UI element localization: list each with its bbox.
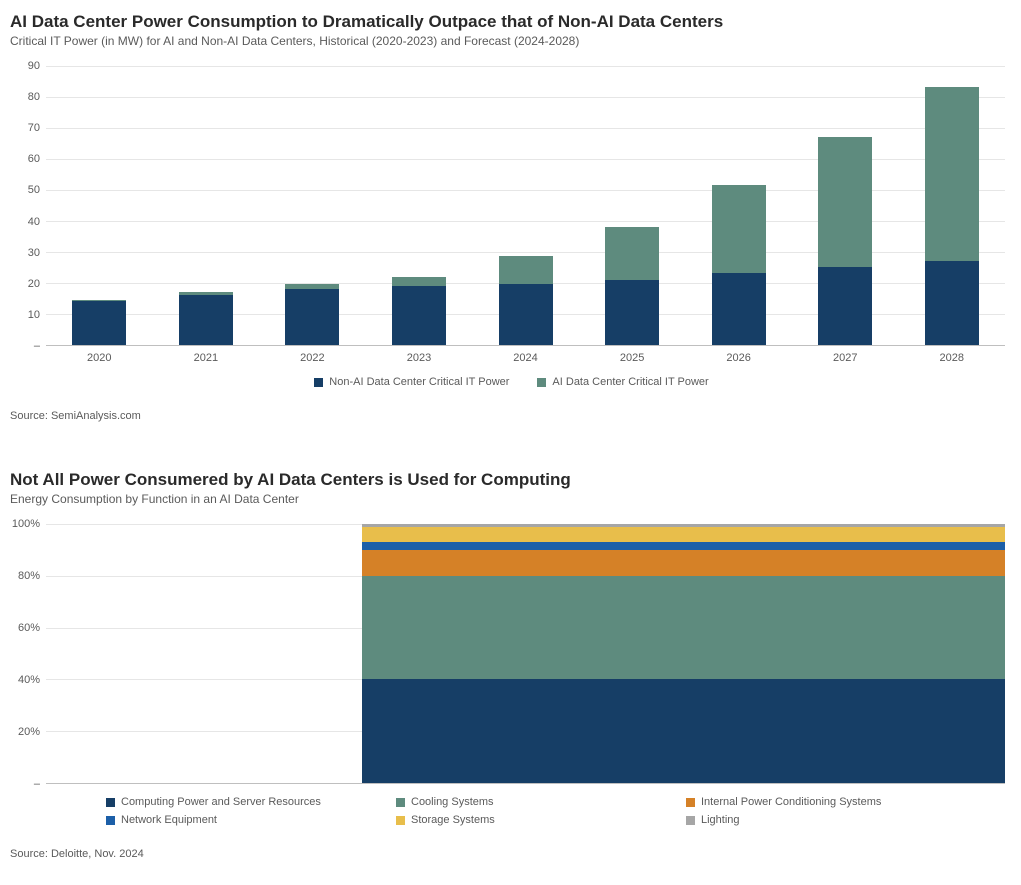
chart-1-bar-segment — [925, 261, 979, 345]
chart-1-plot-area — [46, 66, 1005, 346]
chart-1-subtitle: Critical IT Power (in MW) for AI and Non… — [10, 34, 1005, 48]
legend-swatch-icon — [537, 378, 546, 387]
chart-2-legend-item: Cooling Systems — [396, 796, 686, 808]
chart-1-x-tick: 2026 — [685, 346, 792, 364]
legend-swatch-icon — [396, 816, 405, 825]
chart-1-title: AI Data Center Power Consumption to Dram… — [10, 12, 1005, 32]
chart-2-source: Source: Deloitte, Nov. 2024 — [10, 848, 1005, 860]
chart-1-x-tick: 2021 — [153, 346, 260, 364]
chart-1-x-tick: 2028 — [899, 346, 1006, 364]
legend-label: Computing Power and Server Resources — [121, 796, 321, 808]
chart-1-bar-segment — [925, 87, 979, 261]
chart-1-bar — [179, 292, 233, 345]
chart-1-x-tick: 2024 — [472, 346, 579, 364]
chart-1-bar-segment — [285, 289, 339, 345]
chart-1-legend-item: Non-AI Data Center Critical IT Power — [314, 376, 509, 388]
legend-label: AI Data Center Critical IT Power — [552, 376, 708, 388]
chart-1-bar-segment — [605, 227, 659, 280]
chart-2-legend: Computing Power and Server Resources Cool… — [46, 796, 1005, 832]
legend-swatch-icon — [106, 816, 115, 825]
legend-swatch-icon — [686, 816, 695, 825]
chart-1-x-tick: 2020 — [46, 346, 153, 364]
chart-1-bar-segment — [499, 284, 553, 345]
chart-2-bar-segment — [362, 550, 1005, 576]
chart-1-bar-segment — [392, 286, 446, 345]
chart-1-x-tick: 2023 — [366, 346, 473, 364]
chart-1-bar — [285, 284, 339, 345]
chart-2-legend-item: Computing Power and Server Resources — [106, 796, 396, 808]
chart-1-bar-slot — [366, 66, 473, 345]
chart-1-bar-slot — [685, 66, 792, 345]
chart-1: AI Data Center Power Consumption to Dram… — [10, 12, 1005, 422]
chart-1-legend: Non-AI Data Center Critical IT Power AI D… — [46, 376, 1005, 394]
chart-1-bar-slot — [899, 66, 1006, 345]
legend-label: Cooling Systems — [411, 796, 494, 808]
chart-2-bar-segment — [362, 527, 1005, 543]
chart-1-bar-slot — [472, 66, 579, 345]
chart-2-stacked-bar — [362, 524, 1005, 783]
legend-swatch-icon — [106, 798, 115, 807]
chart-1-bar-slot — [579, 66, 686, 345]
chart-2-y-axis: –20%40%60%80%100% — [10, 524, 46, 784]
legend-swatch-icon — [686, 798, 695, 807]
chart-1-bar-slot — [792, 66, 899, 345]
legend-swatch-icon — [314, 378, 323, 387]
chart-2-title: Not All Power Consumered by AI Data Cent… — [10, 470, 1005, 490]
chart-1-bar-segment — [818, 137, 872, 268]
chart-1-source: Source: SemiAnalysis.com — [10, 410, 1005, 422]
chart-1-bar-slot — [259, 66, 366, 345]
chart-2-legend-item: Lighting — [686, 814, 976, 826]
chart-2-plot-area — [46, 524, 1005, 784]
legend-swatch-icon — [396, 798, 405, 807]
chart-1-bar-segment — [72, 301, 126, 345]
chart-1-y-axis: –102030405060708090 — [10, 66, 46, 346]
chart-1-bar-segment — [712, 273, 766, 345]
chart-1-x-tick: 2022 — [259, 346, 366, 364]
chart-1-bar-segment — [712, 185, 766, 274]
legend-label: Lighting — [701, 814, 740, 826]
chart-1-bar-segment — [605, 280, 659, 345]
chart-1-x-tick: 2027 — [792, 346, 899, 364]
chart-2-subtitle: Energy Consumption by Function in an AI … — [10, 492, 1005, 506]
chart-1-bar — [925, 87, 979, 345]
chart-2: Not All Power Consumered by AI Data Cent… — [10, 470, 1005, 860]
chart-1-bar-segment — [392, 277, 446, 286]
chart-1-plot: –102030405060708090 20202021202220232024… — [10, 66, 1005, 394]
chart-1-bar-segment — [499, 256, 553, 284]
chart-1-bars — [46, 66, 1005, 345]
chart-1-bar — [712, 185, 766, 345]
chart-2-legend-item: Internal Power Conditioning Systems — [686, 796, 976, 808]
chart-2-plot: –20%40%60%80%100% Computing Power and Se… — [10, 524, 1005, 832]
chart-1-bar — [605, 227, 659, 345]
legend-label: Non-AI Data Center Critical IT Power — [329, 376, 509, 388]
legend-label: Network Equipment — [121, 814, 217, 826]
chart-2-bar-segment — [362, 576, 1005, 680]
chart-1-bar — [392, 277, 446, 345]
legend-label: Internal Power Conditioning Systems — [701, 796, 881, 808]
chart-1-x-tick: 2025 — [579, 346, 686, 364]
chart-1-bar — [499, 256, 553, 345]
chart-1-bar — [818, 137, 872, 345]
chart-2-legend-item: Storage Systems — [396, 814, 686, 826]
chart-1-bar — [72, 300, 126, 345]
legend-label: Storage Systems — [411, 814, 495, 826]
chart-1-bar-segment — [818, 267, 872, 345]
chart-1-bar-segment — [179, 295, 233, 345]
chart-2-bar-segment — [362, 542, 1005, 550]
chart-1-x-axis: 202020212022202320242025202620272028 — [46, 346, 1005, 364]
chart-1-legend-item: AI Data Center Critical IT Power — [537, 376, 708, 388]
chart-2-legend-item: Network Equipment — [106, 814, 396, 826]
chart-1-bar-slot — [153, 66, 260, 345]
chart-2-bar-segment — [362, 679, 1005, 783]
chart-1-bar-slot — [46, 66, 153, 345]
